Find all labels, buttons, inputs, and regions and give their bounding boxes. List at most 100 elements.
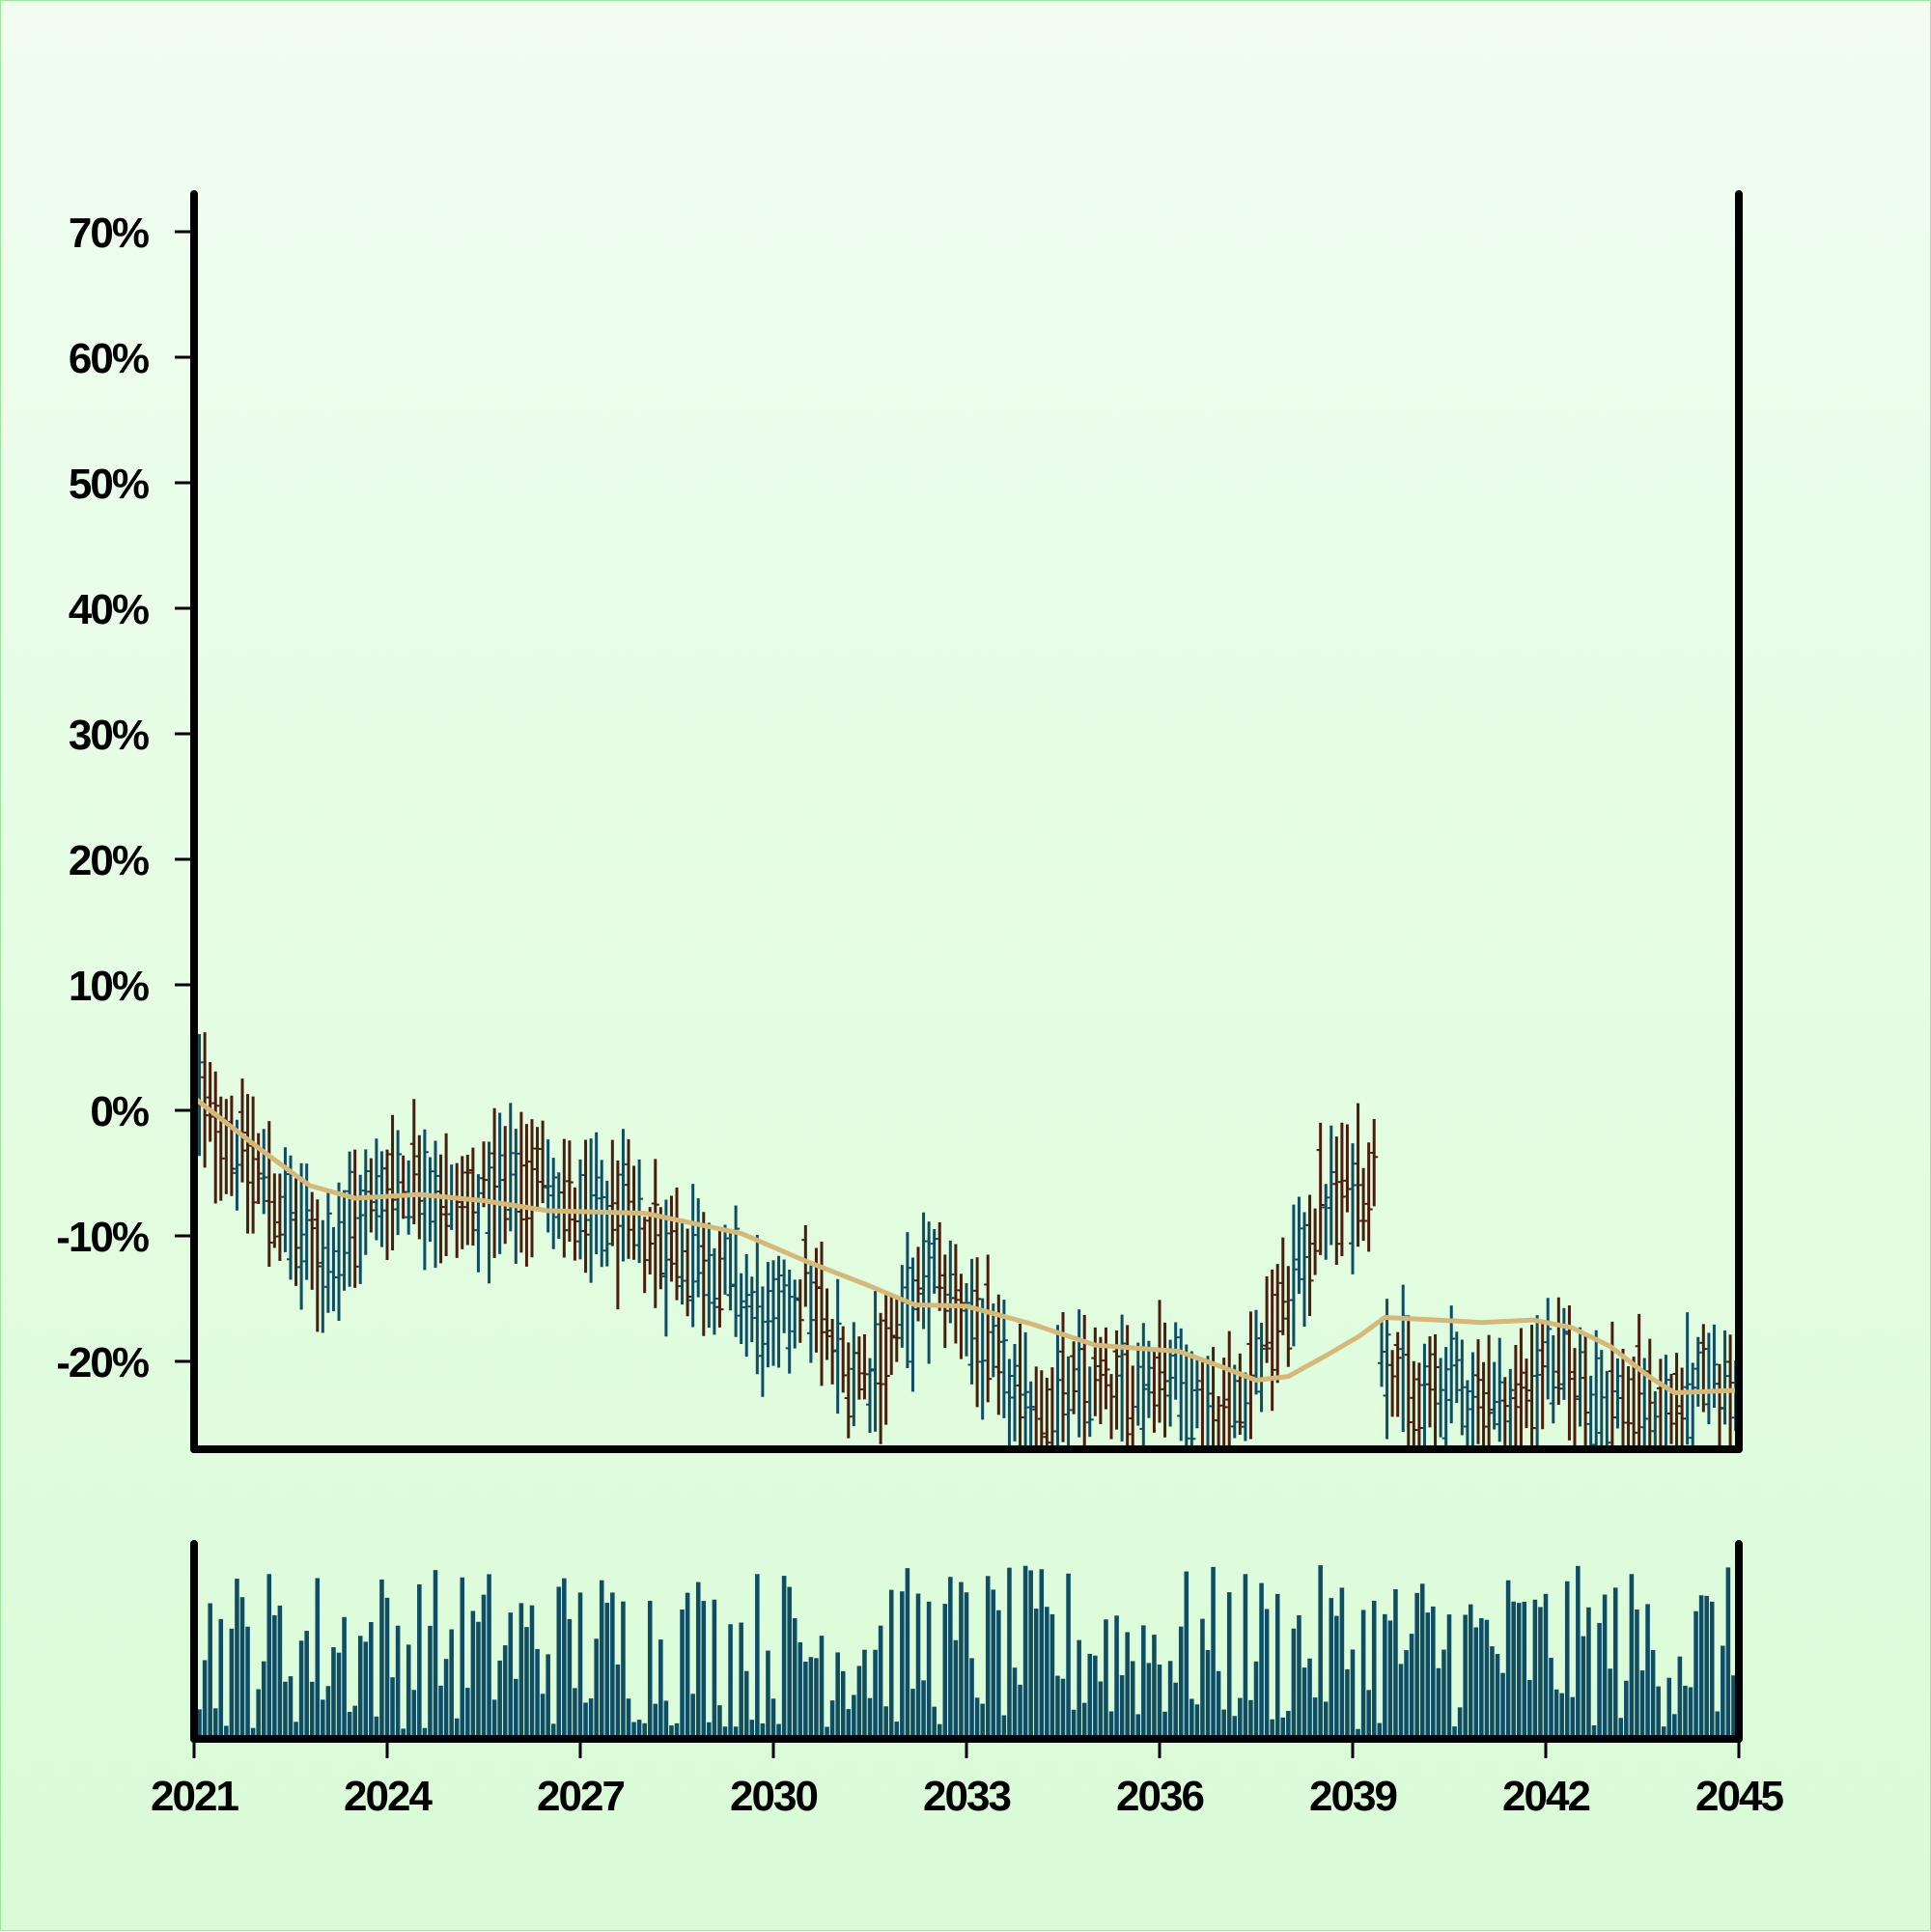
volume-bar — [840, 1670, 846, 1739]
y-tick-label: 70% — [69, 210, 149, 257]
ohlc-bar — [533, 1127, 542, 1208]
ohlc-bar — [1410, 1360, 1418, 1448]
ohlc-bar — [1150, 1350, 1159, 1433]
volume-bar — [1152, 1635, 1157, 1739]
x-tick-label: 2036 — [1116, 1773, 1203, 1820]
ohlc-bar — [1678, 1367, 1687, 1449]
volume-bar — [969, 1658, 974, 1739]
volume-bar — [1238, 1697, 1243, 1739]
volume-bar — [449, 1629, 454, 1739]
ohlc-bar — [1144, 1340, 1153, 1418]
moving-average-line — [192, 1096, 1740, 1395]
volume-bar — [256, 1689, 261, 1739]
volume-bar — [669, 1725, 674, 1739]
ohlc-bar — [1726, 1334, 1735, 1449]
ohlc-bar — [1630, 1357, 1638, 1449]
volume-bar — [535, 1648, 540, 1739]
volume-bar — [1704, 1595, 1709, 1739]
volume-bar — [245, 1626, 250, 1739]
y-tick-label: 60% — [69, 335, 149, 382]
volume-bar — [932, 1706, 937, 1739]
volume-bar — [1656, 1686, 1661, 1739]
ohlc-bar — [646, 1207, 655, 1275]
ohlc-bar — [1316, 1122, 1325, 1255]
ohlc-bar — [1437, 1358, 1445, 1438]
ohlc-bar — [340, 1190, 349, 1291]
volume-bar — [712, 1599, 717, 1739]
volume-bar — [926, 1601, 932, 1739]
volume-bar — [487, 1574, 491, 1739]
volume-bar — [1200, 1618, 1205, 1739]
volume-bar — [321, 1699, 325, 1739]
volume-bar — [1650, 1649, 1656, 1739]
volume-bar — [1045, 1607, 1049, 1739]
ohlc-bar — [946, 1240, 955, 1324]
ohlc-bar — [1414, 1362, 1423, 1449]
volume-bar — [701, 1601, 707, 1739]
ohlc-bar — [1517, 1328, 1525, 1449]
volume-bar — [1553, 1689, 1559, 1739]
volume-bar — [336, 1652, 342, 1739]
volume-bar — [846, 1709, 852, 1739]
x-tick-label: 2039 — [1309, 1773, 1396, 1820]
volume-bar — [856, 1666, 862, 1739]
volume-bar — [546, 1654, 550, 1739]
volume-bar — [862, 1649, 867, 1739]
volume-bar — [342, 1616, 347, 1739]
ohlc-bar — [1284, 1266, 1293, 1367]
ohlc-bar — [216, 1096, 225, 1201]
y-tick-label: 0% — [90, 1088, 148, 1135]
ohlc-bar — [1295, 1196, 1303, 1295]
ohlc-bar — [914, 1246, 922, 1322]
volume-bar — [1404, 1650, 1409, 1739]
volume-bar — [964, 1592, 969, 1739]
ohlc-bar — [1581, 1332, 1590, 1449]
volume-bar — [1001, 1715, 1007, 1739]
volume-bar — [1564, 1581, 1570, 1739]
volume-bar — [438, 1685, 443, 1739]
ohlc-bar — [1096, 1336, 1105, 1424]
volume-bar — [1511, 1601, 1516, 1739]
volume-bar — [1318, 1565, 1323, 1739]
volume-bar — [974, 1697, 980, 1739]
volume-bar — [352, 1705, 357, 1739]
volume-bar — [770, 1698, 776, 1739]
volume-bar — [514, 1678, 518, 1739]
ohlc-bar — [871, 1291, 880, 1432]
ohlc-bar — [1102, 1327, 1110, 1410]
volume-bar — [298, 1640, 304, 1739]
volume-bar — [647, 1600, 653, 1739]
volume-bar — [508, 1612, 514, 1739]
ohlc-bar — [260, 1129, 268, 1215]
ohlc-bar — [1230, 1364, 1239, 1439]
ohlc-bar — [1704, 1332, 1713, 1425]
ohlc-bar — [1683, 1312, 1692, 1445]
volume-bar — [1516, 1603, 1522, 1739]
ohlc-bar — [308, 1191, 317, 1290]
volume-bar — [1624, 1680, 1629, 1739]
volume-bar — [1049, 1613, 1055, 1739]
ohlc-bar — [1289, 1204, 1298, 1347]
ohlc-bar — [1370, 1118, 1379, 1207]
volume-bar — [1345, 1668, 1350, 1739]
volume-bar — [347, 1711, 352, 1739]
ohlc-bar — [592, 1132, 601, 1255]
ohlc-bar — [967, 1258, 976, 1385]
volume-bar — [658, 1639, 663, 1739]
volume-bar — [470, 1610, 476, 1739]
volume-bar — [835, 1652, 840, 1739]
ohlc-bar — [329, 1226, 338, 1312]
y-tick-label: 50% — [69, 461, 149, 508]
ohlc-bar — [1161, 1322, 1169, 1438]
volume-bar — [476, 1621, 481, 1739]
volume-bar — [1028, 1570, 1033, 1739]
volume-bar — [1274, 1593, 1280, 1739]
volume-bar — [1146, 1663, 1152, 1739]
volume-bar — [873, 1649, 878, 1739]
ohlc-bar — [468, 1147, 477, 1246]
ohlc-bar — [753, 1235, 762, 1375]
ohlc-bar — [694, 1198, 703, 1298]
volume-bar — [1270, 1719, 1274, 1739]
volume-bar — [1087, 1653, 1093, 1739]
ohlc-bar — [287, 1155, 294, 1280]
